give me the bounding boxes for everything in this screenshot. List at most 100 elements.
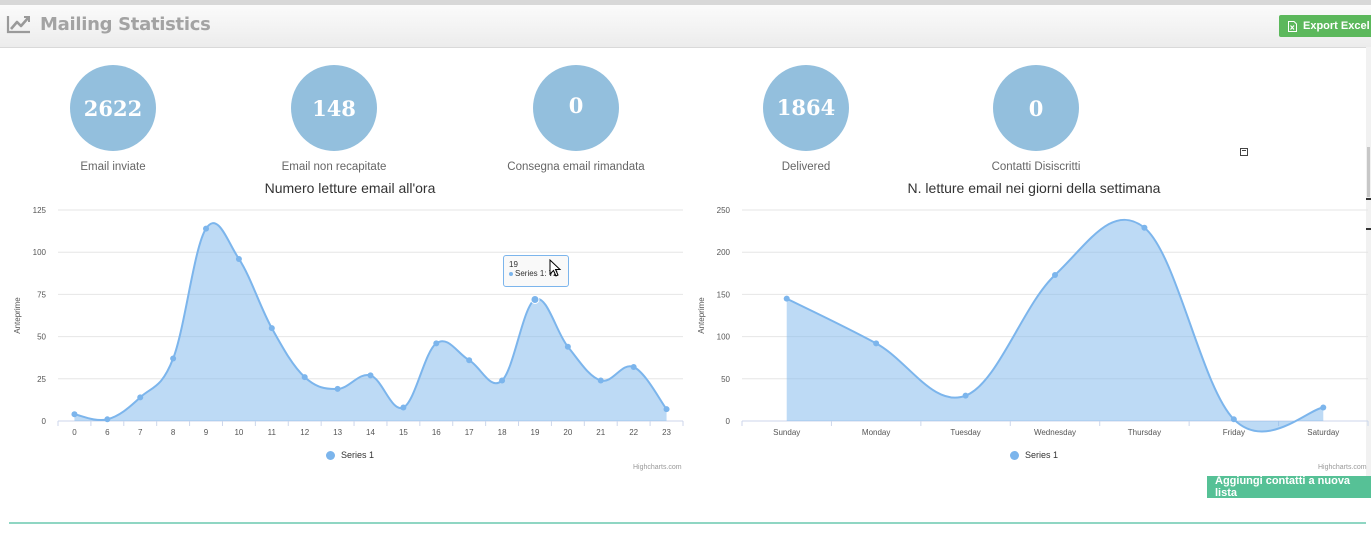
data-point	[530, 294, 540, 304]
x-tick-label: 14	[366, 428, 375, 437]
x-tick-label: 13	[333, 428, 342, 437]
stat-label: Contatti Disiscritti	[991, 161, 1081, 173]
y-tick-label: 100	[717, 333, 731, 342]
y-tick-label: 125	[33, 206, 47, 215]
x-tick-label: Saturday	[1307, 428, 1339, 437]
data-point	[137, 394, 144, 401]
chart-title: Numero letture email all'ora	[264, 180, 436, 196]
legend-label: Series 1	[1025, 450, 1059, 460]
y-tick-label: 250	[717, 206, 731, 215]
x-tick-label: 23	[662, 428, 671, 437]
chart-legend[interactable]: Series 1	[1010, 450, 1058, 460]
y-tick-label: 75	[37, 290, 46, 299]
x-tick-label: Tuesday	[950, 428, 980, 437]
stat-circle: 1864	[763, 65, 849, 151]
chart-title: N. letture email nei giorni della settim…	[907, 180, 1161, 196]
x-tick-label: Sunday	[773, 428, 800, 437]
data-point	[466, 357, 473, 364]
x-tick-label: 9	[204, 428, 209, 437]
chart-tooltip: 19 Series 1: 72	[503, 255, 569, 287]
x-tick-label: 21	[596, 428, 605, 437]
data-point	[499, 377, 506, 384]
top-strip	[0, 0, 1371, 5]
stat-circle: 148	[291, 65, 377, 151]
y-tick-label: 50	[721, 375, 730, 384]
vertical-scrollbar[interactable]	[1366, 47, 1371, 487]
data-point	[873, 340, 880, 347]
x-tick-label: 0	[72, 428, 77, 437]
x-tick-label: 6	[105, 428, 110, 437]
data-point	[400, 404, 407, 411]
x-tick-label: 17	[465, 428, 474, 437]
data-point	[597, 377, 604, 384]
x-tick-label: 12	[300, 428, 309, 437]
data-point	[1230, 416, 1237, 423]
data-point	[367, 372, 374, 379]
x-tick-label: 10	[234, 428, 243, 437]
data-point	[1141, 224, 1148, 231]
y-tick-label: 100	[33, 248, 47, 257]
hourly-reads-chart: 0 25 50 75 100 125 0 6 7 8 9 10 11 12 13 14 15 16 17 18 19 20…	[13, 206, 684, 437]
x-tick-label: 22	[629, 428, 638, 437]
mouse-cursor-icon	[549, 259, 562, 277]
stat-deferred: 0 Consegna email rimandata	[476, 65, 676, 173]
stat-emails-sent: 2622 Email inviate	[13, 65, 213, 173]
y-tick-label: 150	[717, 290, 731, 299]
x-tick-label: 8	[171, 428, 176, 437]
x-tick-label: Thursday	[1128, 428, 1161, 437]
x-tick-label: 18	[498, 428, 507, 437]
y-tick-label: 25	[37, 375, 46, 384]
data-point	[1320, 404, 1327, 411]
stat-circle: 0	[533, 65, 619, 151]
tooltip-marker	[509, 271, 513, 276]
stat-circle: 0	[993, 65, 1079, 151]
x-tick-label: 20	[563, 428, 572, 437]
chart-credit[interactable]: Highcharts.com	[633, 464, 682, 471]
weekday-reads-chart: 0 50 100 150 200 250 Sunday Monday Tuesday Wednes…	[697, 206, 1369, 437]
legend-marker	[1010, 450, 1019, 460]
data-point	[268, 325, 275, 332]
legend-label: Series 1	[341, 450, 375, 460]
x-tick-label: Monday	[862, 428, 890, 437]
chart-credit[interactable]: Highcharts.com	[1318, 464, 1367, 471]
x-tick-label: 7	[138, 428, 143, 437]
y-axis-label: Anteprime	[13, 297, 22, 334]
data-point	[564, 343, 571, 350]
x-tick-label: Wednesday	[1034, 428, 1076, 437]
export-excel-button[interactable]: Export Excel	[1279, 15, 1371, 37]
stat-delivered: 1864 Delivered	[706, 65, 906, 173]
stat-label: Delivered	[781, 161, 831, 173]
export-excel-label: Export Excel	[1303, 20, 1370, 32]
tooltip-value: 72	[548, 269, 558, 278]
data-point	[783, 295, 790, 302]
x-tick-label: 15	[399, 428, 408, 437]
y-axis-label: Anteprime	[697, 297, 706, 334]
data-point	[203, 225, 210, 232]
stat-unsubscribed: 0 Contatti Disiscritti	[936, 65, 1136, 173]
chart-legend[interactable]: Series 1	[326, 450, 374, 460]
stat-emails-undelivered: 148 Email non recapitate	[234, 65, 434, 173]
data-point	[104, 416, 111, 423]
y-tick-label: 0	[42, 417, 47, 426]
stat-label: Consegna email rimandata	[507, 161, 645, 173]
stat-circle: 2622	[70, 65, 156, 151]
stat-label: Email non recapitate	[281, 161, 387, 173]
data-point	[334, 385, 341, 392]
x-tick-label: 16	[432, 428, 441, 437]
data-point	[630, 363, 637, 370]
tooltip-series: Series 1	[515, 269, 545, 278]
legend-marker	[326, 450, 335, 460]
series-area	[74, 223, 667, 421]
stat-label: Email inviate	[80, 161, 146, 173]
scroll-marker	[1366, 198, 1371, 200]
data-point	[301, 374, 308, 381]
x-tick-label: 19	[531, 428, 540, 437]
tooltip-x: 19	[509, 260, 518, 269]
excel-file-icon	[1288, 20, 1297, 32]
data-point	[170, 355, 177, 362]
x-tick-label: 11	[268, 428, 277, 437]
data-point	[663, 406, 670, 413]
minimize-icon[interactable]	[1240, 148, 1248, 156]
scrollbar-thumb[interactable]	[1367, 147, 1370, 197]
add-contacts-to-new-list-button[interactable]: Aggiungi contatti a nuova lista	[1207, 475, 1371, 499]
